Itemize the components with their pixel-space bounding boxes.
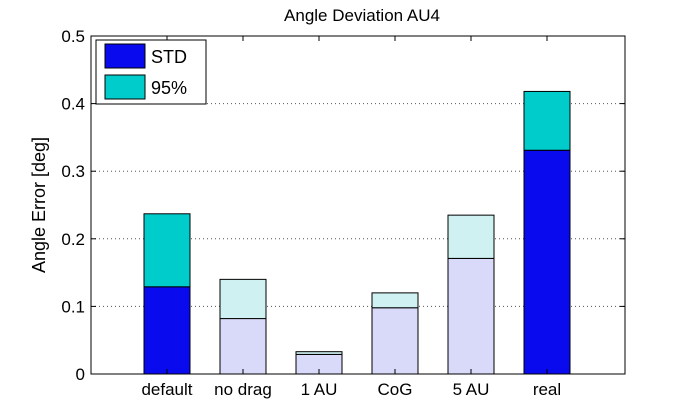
y-tick-label: 0.1 xyxy=(61,297,85,316)
x-tick-label: 5 AU xyxy=(453,380,490,399)
legend: STD 95% xyxy=(95,39,207,105)
bar-95-2 xyxy=(295,351,343,355)
x-tick-label: 1 AU xyxy=(301,380,338,399)
legend-swatch-std xyxy=(104,43,146,69)
y-tick-label: 0.2 xyxy=(61,230,85,249)
y-tick-label: 0.4 xyxy=(61,95,85,114)
bar-95-5 xyxy=(523,90,571,151)
plot-area xyxy=(90,35,626,375)
y-axis-label: Angle Error [deg] xyxy=(29,137,49,273)
x-tick-label: real xyxy=(533,380,561,399)
bar-std-1 xyxy=(219,318,267,375)
bar-95-4 xyxy=(447,214,495,259)
y-tick-label: 0.3 xyxy=(61,162,85,181)
bar-95-0 xyxy=(143,213,191,288)
legend-label-95: 95% xyxy=(151,78,187,98)
bars xyxy=(143,90,571,375)
bar-std-4 xyxy=(447,257,495,375)
bar-95-3 xyxy=(371,292,419,309)
legend-label-std: STD xyxy=(151,47,187,67)
bar-std-0 xyxy=(143,286,191,375)
bar-std-3 xyxy=(371,307,419,375)
y-tick-label: 0 xyxy=(76,365,85,384)
bar-95-1 xyxy=(219,278,267,320)
bar-std-5 xyxy=(523,149,571,375)
x-tick-label: default xyxy=(141,380,192,399)
x-tick-label: CoG xyxy=(378,380,413,399)
axis-ticks: 0 0.1 0.2 0.3 0.4 0.5 default no drag 1 AU CoG 5 A… xyxy=(61,27,625,399)
legend-swatch-95 xyxy=(104,74,146,100)
x-tick-label: no drag xyxy=(214,380,272,399)
y-tick-label: 0.5 xyxy=(61,27,85,46)
chart-title: Angle Deviation AU4 xyxy=(284,6,440,25)
